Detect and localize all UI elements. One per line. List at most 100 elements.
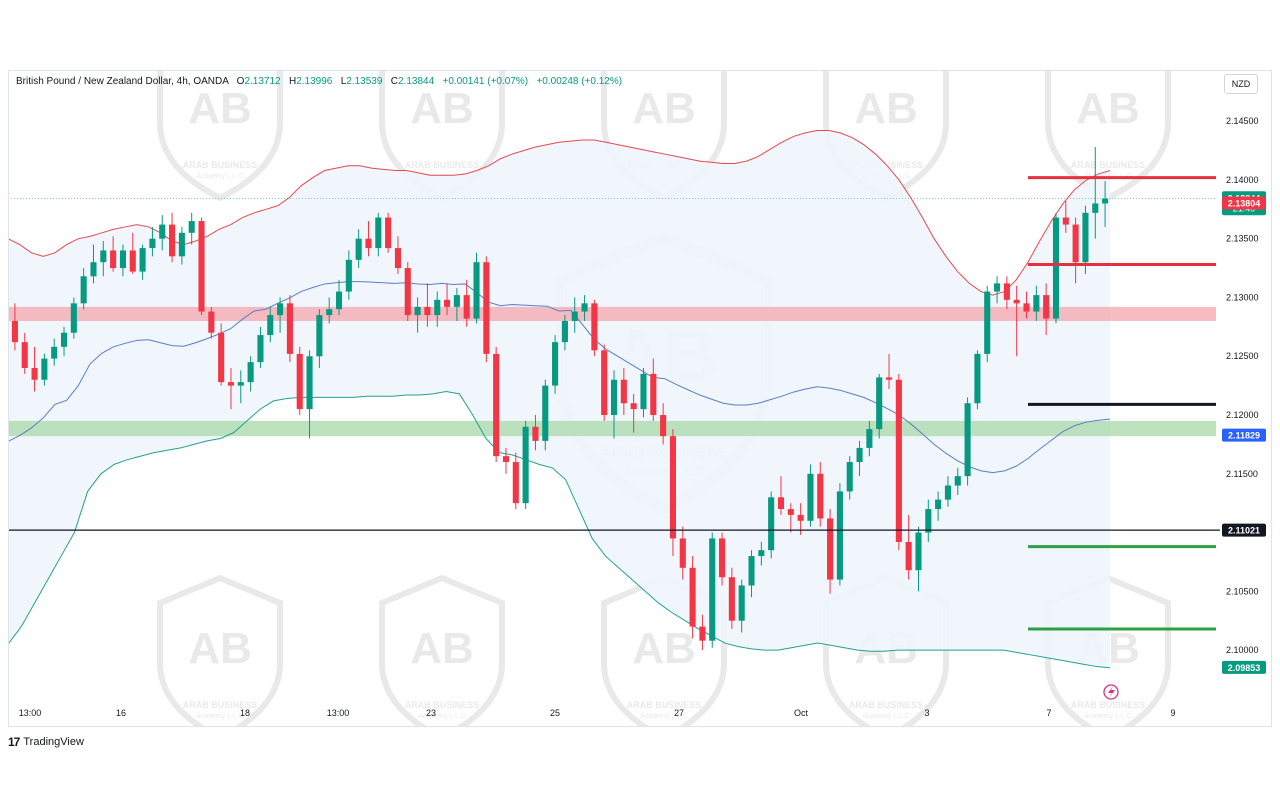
candle xyxy=(453,288,460,321)
candle-body xyxy=(601,350,608,416)
watermark-initials: AB xyxy=(854,84,918,133)
candle xyxy=(728,567,735,629)
candle xyxy=(807,464,814,527)
high-value: 2.13996 xyxy=(296,76,333,87)
watermark-initials: AB xyxy=(632,84,696,133)
candle xyxy=(1072,217,1079,284)
candle xyxy=(630,393,637,433)
watermark-shield-icon xyxy=(601,574,727,727)
watermark-text: ARAB BUSINESS xyxy=(1071,700,1146,710)
price-label-text: 2.13804 xyxy=(1228,198,1261,208)
candle xyxy=(414,297,421,333)
candle xyxy=(502,447,510,474)
time-tick-label: 13:00 xyxy=(19,708,42,718)
candle-body xyxy=(31,367,38,380)
symbol-name: British Pound / New Zealand Dollar, 4h, … xyxy=(16,76,229,87)
candle-body xyxy=(827,518,834,580)
chart-frame[interactable]: AB ARAB BUSINESS Academy L.L.C AB ARAB BUSIN… xyxy=(8,70,1272,727)
candle-body xyxy=(41,358,48,380)
candle xyxy=(836,483,843,586)
candle-body xyxy=(326,309,333,316)
candle-body xyxy=(885,377,893,380)
candle xyxy=(218,323,225,386)
price-label-text: 2.09853 xyxy=(1228,663,1261,673)
candle-body xyxy=(768,497,775,551)
candle xyxy=(286,295,293,363)
candle-body xyxy=(277,303,284,316)
bollinger-band-fill xyxy=(8,130,1110,668)
candle xyxy=(227,367,235,410)
candle-body xyxy=(836,491,843,580)
candle xyxy=(1013,285,1020,357)
price-label-badge: 2.09853 xyxy=(1222,660,1266,674)
candle-body xyxy=(758,550,765,557)
price-label-bg xyxy=(1222,428,1266,442)
support-zone xyxy=(8,420,1216,437)
candle xyxy=(444,283,451,316)
watermark-text: ARAB BUSINESS xyxy=(627,700,702,710)
candle-body xyxy=(925,509,932,533)
candle xyxy=(80,268,87,310)
candle xyxy=(463,279,470,327)
tradingview-logo[interactable]: 17 TradingView xyxy=(8,735,84,749)
candle xyxy=(650,358,657,421)
candle-body xyxy=(188,221,195,233)
candle xyxy=(1082,205,1089,274)
candle-body xyxy=(51,346,58,359)
candle xyxy=(777,476,785,515)
candle-body xyxy=(650,373,657,416)
candle-body xyxy=(286,303,293,354)
alert-bolt-icon xyxy=(1103,684,1119,700)
candle-body xyxy=(316,315,323,357)
candle-body xyxy=(1003,283,1010,300)
candle-body xyxy=(375,217,382,249)
candle-body xyxy=(119,250,126,269)
open-label: O xyxy=(236,76,245,87)
candle xyxy=(669,429,676,557)
candle xyxy=(679,526,686,580)
candle-body xyxy=(90,262,97,277)
watermark-initials: AB xyxy=(1076,84,1140,133)
price-label-bg xyxy=(1222,660,1266,674)
time-tick-label: 3 xyxy=(924,708,929,718)
candle-body xyxy=(139,248,146,272)
candle xyxy=(129,232,136,274)
candle xyxy=(60,326,68,357)
watermark-shield: AB ARAB BUSINESS Academy L.L.C xyxy=(379,574,505,727)
candle xyxy=(817,462,824,527)
candle-body xyxy=(846,462,853,492)
candle xyxy=(954,467,961,495)
candle-body xyxy=(944,485,951,500)
watermark-shield: AB ARAB BUSINESS Academy L.L.C xyxy=(601,574,727,727)
candle-body xyxy=(502,456,510,463)
candle-body xyxy=(552,342,559,386)
candle-body xyxy=(434,299,441,316)
candle xyxy=(90,244,97,284)
candle-body xyxy=(856,447,863,463)
candle xyxy=(561,315,568,351)
candle-body xyxy=(954,476,961,486)
candle xyxy=(473,252,480,324)
candle-body xyxy=(60,332,68,347)
price-axis: 2.14500 2.14000 2.13500 2.13000 2.12500 2.120… xyxy=(1226,116,1259,655)
candle xyxy=(601,344,608,421)
watermark-text: ARAB BUSINESS xyxy=(405,160,480,170)
candle-body xyxy=(807,473,814,521)
candle xyxy=(237,370,244,404)
watermark-shield-icon xyxy=(157,70,283,202)
candle-body xyxy=(571,311,578,321)
candle xyxy=(434,291,441,327)
candle xyxy=(70,297,77,339)
candle xyxy=(542,379,549,451)
candle xyxy=(964,397,971,486)
alert-bolt-glyph xyxy=(1108,686,1115,698)
watermark-initials: AB xyxy=(632,624,696,673)
candle xyxy=(385,212,392,253)
candle-body xyxy=(394,248,401,269)
time-tick-label: 18 xyxy=(240,708,250,718)
candle xyxy=(738,579,745,633)
price-chart[interactable]: AB ARAB BUSINESS Academy L.L.C AB ARAB BUSIN… xyxy=(8,70,1272,727)
candle-body xyxy=(532,426,539,441)
currency-selector[interactable]: NZD xyxy=(1224,74,1258,94)
candle-body xyxy=(610,379,618,416)
